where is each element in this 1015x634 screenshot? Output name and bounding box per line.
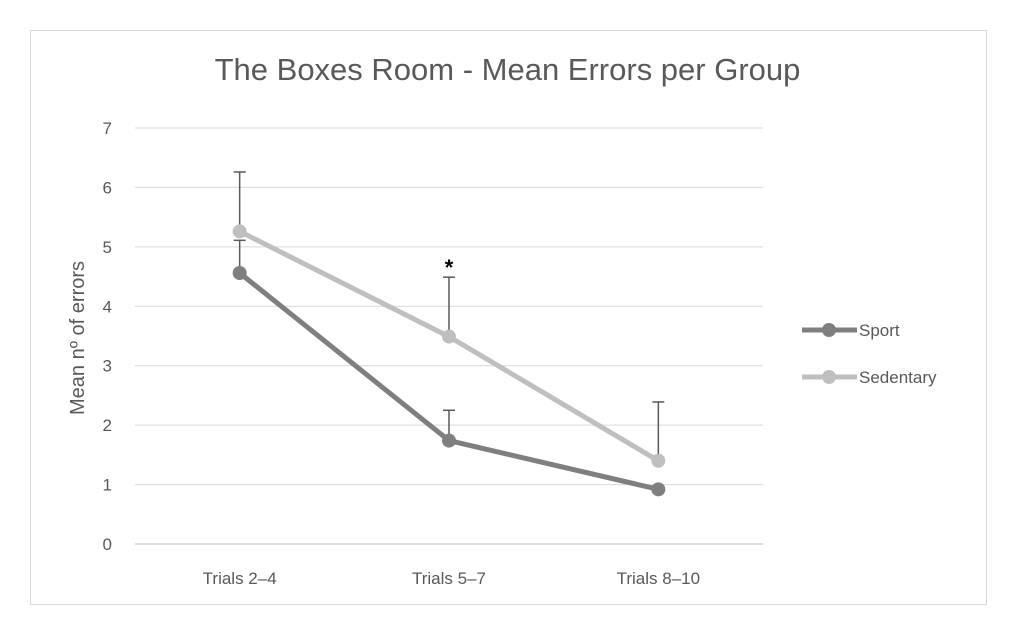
error-bars (233, 171, 665, 461)
data-point-sport (442, 433, 456, 448)
y-tick-labels: 0 1 2 3 4 5 6 7 (103, 119, 112, 554)
y-tick-label: 6 (103, 178, 112, 197)
data-point-sedentary (651, 453, 666, 468)
line-chart: 0 1 2 3 4 5 6 7 Trials 2–4 Trials 5–7 Trials 8–10… (67, 119, 937, 588)
significance-marker: * (445, 255, 454, 280)
y-axis-title: Mean nº of errors (67, 261, 89, 415)
legend-marker (822, 323, 836, 337)
data-point-sport (232, 266, 247, 281)
x-tick-label: Trials 5–7 (412, 569, 486, 588)
legend-marker (822, 370, 836, 384)
y-tick-label: 4 (103, 297, 112, 316)
y-tick-label: 5 (103, 238, 112, 257)
chart-frame (30, 30, 987, 605)
chart-title: The Boxes Room - Mean Errors per Group (214, 52, 801, 87)
legend-label: Sedentary (859, 368, 937, 387)
y-tick-label: 7 (103, 119, 112, 138)
legend: Sport Sedentary (802, 321, 937, 387)
x-tick-labels: Trials 2–4 Trials 5–7 Trials 8–10 (203, 569, 700, 588)
series-points (232, 224, 666, 497)
x-tick-label: Trials 8–10 (617, 569, 700, 588)
data-point-sport (651, 482, 666, 497)
data-point-sedentary (232, 224, 247, 239)
legend-label: Sport (859, 321, 900, 340)
y-tick-label: 1 (103, 476, 112, 495)
data-point-sedentary (442, 329, 456, 344)
y-tick-label: 0 (103, 535, 112, 554)
annotations: * (445, 255, 454, 280)
y-tick-label: 3 (103, 357, 112, 376)
x-tick-label: Trials 2–4 (203, 569, 277, 588)
y-tick-label: 2 (103, 416, 112, 435)
figure-caption (30, 612, 987, 634)
